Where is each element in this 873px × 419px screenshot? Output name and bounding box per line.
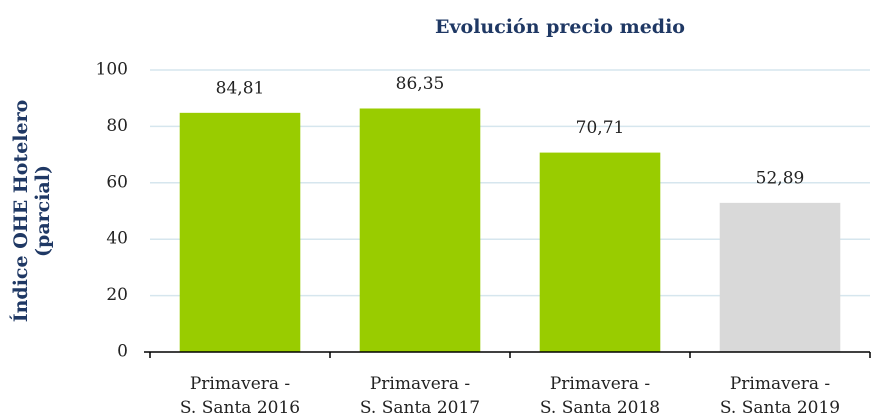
y-axis-label: Índice OHE Hotelero(parcial) [9,100,54,323]
x-tick-label: Primavera -S. Santa 2017 [360,374,480,418]
data-label: 84,81 [216,78,265,98]
x-tick-label: Primavera -S. Santa 2019 [720,374,840,418]
data-label: 52,89 [756,168,805,188]
data-label: 86,35 [396,74,445,94]
chart-title: Evolución precio medio [435,16,685,38]
x-tick-label: Primavera -S. Santa 2016 [180,374,300,418]
bar [719,202,841,352]
bar [359,108,481,352]
y-tick-label: 0 [117,342,128,362]
bar [179,112,301,352]
data-label: 70,71 [576,118,625,138]
y-tick-label: 60 [106,172,128,192]
y-tick-label: 100 [96,60,128,80]
y-tick-label: 20 [106,285,128,305]
x-tick-label: Primavera -S. Santa 2018 [540,374,660,418]
y-tick-label: 80 [106,116,128,136]
y-tick-label: 40 [106,229,128,249]
bar [539,152,661,352]
